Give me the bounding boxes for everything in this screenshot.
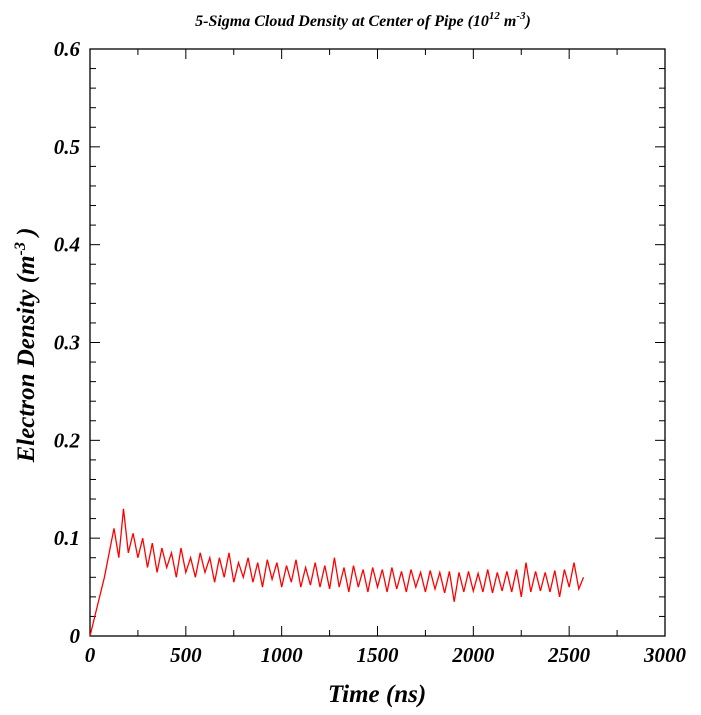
plot-frame [89,48,666,637]
x-tick-label: 1500 [357,643,400,667]
x-tick-label: 0 [85,643,96,667]
y-tick-label: 0 [70,624,81,648]
y-tick-label: 0.1 [54,526,80,550]
x-tick-label: 500 [170,643,202,667]
axis-ticks [89,48,666,637]
x-axis-label: Time (ns) [328,681,426,708]
chart-title: 5-Sigma Cloud Density at Center of Pipe … [195,10,531,30]
x-tick-label: 2000 [451,643,495,667]
y-tick-label: 0.3 [54,331,80,355]
x-tick-label: 2500 [547,643,591,667]
x-tick-labels: 0 500 1000 1500 2000 2500 3000 [85,643,687,667]
y-tick-label: 0.6 [54,37,81,61]
x-tick-label: 3000 [643,643,687,667]
y-axis-label: Electron Density (m-3 ) [12,228,40,464]
y-tick-label: 0.4 [54,233,80,257]
y-tick-labels: 0 0.1 0.2 0.3 0.4 0.5 0.6 [54,37,81,648]
x-tick-label: 1000 [261,643,304,667]
y-tick-label: 0.2 [54,428,81,452]
y-tick-label: 0.5 [54,135,80,159]
series-line [89,508,585,637]
